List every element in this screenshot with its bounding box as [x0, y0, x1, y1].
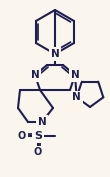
- Text: N: N: [31, 70, 39, 80]
- Text: N: N: [71, 70, 79, 80]
- Text: N: N: [72, 92, 81, 102]
- Text: N: N: [38, 117, 46, 127]
- Text: N: N: [51, 49, 59, 59]
- Text: O: O: [18, 131, 26, 141]
- Text: S: S: [34, 131, 42, 141]
- Text: O: O: [34, 147, 42, 157]
